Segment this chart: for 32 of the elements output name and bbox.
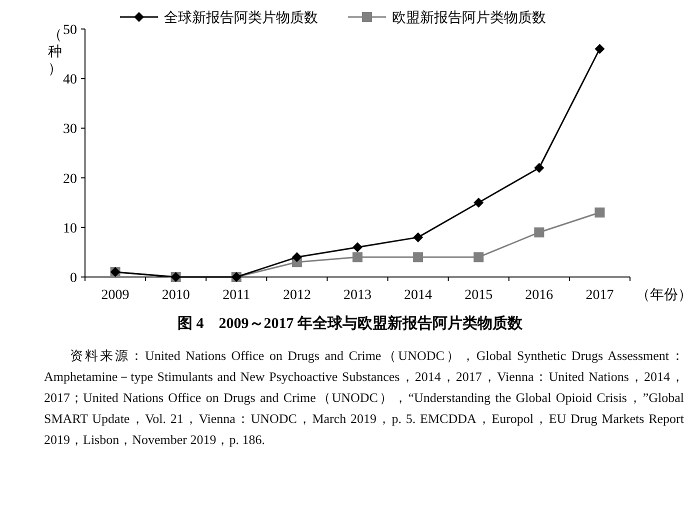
y-tick-label: 20 [63, 172, 77, 187]
point [594, 44, 605, 54]
x-tick-label: 2012 [282, 288, 311, 303]
y-tick-label: 50 [63, 23, 77, 38]
x-tick-label: 2016 [525, 288, 554, 303]
point [474, 252, 484, 262]
point [594, 208, 605, 218]
point [352, 242, 362, 252]
x-tick-label: 2009 [101, 288, 130, 303]
point [352, 252, 362, 262]
point [413, 232, 424, 242]
text: 图 4 2009～2017 年全球与欧盟新报告阿片类物质数 [178, 314, 524, 332]
x-tick-label: 2015 [464, 288, 493, 303]
text: 资料来源：United Nations Office on Drugs and Crime（UNODC），Global Synthetic Drugs Assessment：Amphetamine－type Stimulants and New Psychoactive Substances，2014，2017，Vienna：United Nations，2014，2017；United Nations Office on Drugs and Crime（UNODC），“Understanding the Global Opioid Crisis，”Global SMART Update，Vol. 21，Vienna：UNODC，March 2019，p. 5. EMCDDA，Europol，EU Drug Markets Report 2019，Lisbon，November 2019，p. 186. [44, 347, 684, 449]
point [292, 252, 302, 262]
x-tick-label: 2014 [404, 288, 432, 303]
x-tick-label: 2013 [344, 288, 372, 303]
y-tick-label: 30 [63, 122, 77, 138]
y-tick-label: 40 [63, 72, 77, 88]
point [413, 252, 424, 262]
y-axis-title: （种） [48, 28, 62, 77]
x-tick-label: 2010 [162, 288, 190, 303]
x-axis-title: （年份） [636, 287, 692, 303]
x-tick-label: 2011 [222, 288, 250, 303]
legend-label: 欧盟新报告阿片类物质数 [392, 10, 546, 26]
y-tick-label: 10 [63, 221, 77, 236]
point [534, 227, 544, 238]
point [474, 198, 484, 208]
legend-label: 全球新报告阿类片物质数 [164, 10, 318, 26]
point [534, 162, 544, 173]
y-tick-label: 0 [70, 271, 77, 286]
x-tick-label: 2017 [586, 288, 614, 303]
